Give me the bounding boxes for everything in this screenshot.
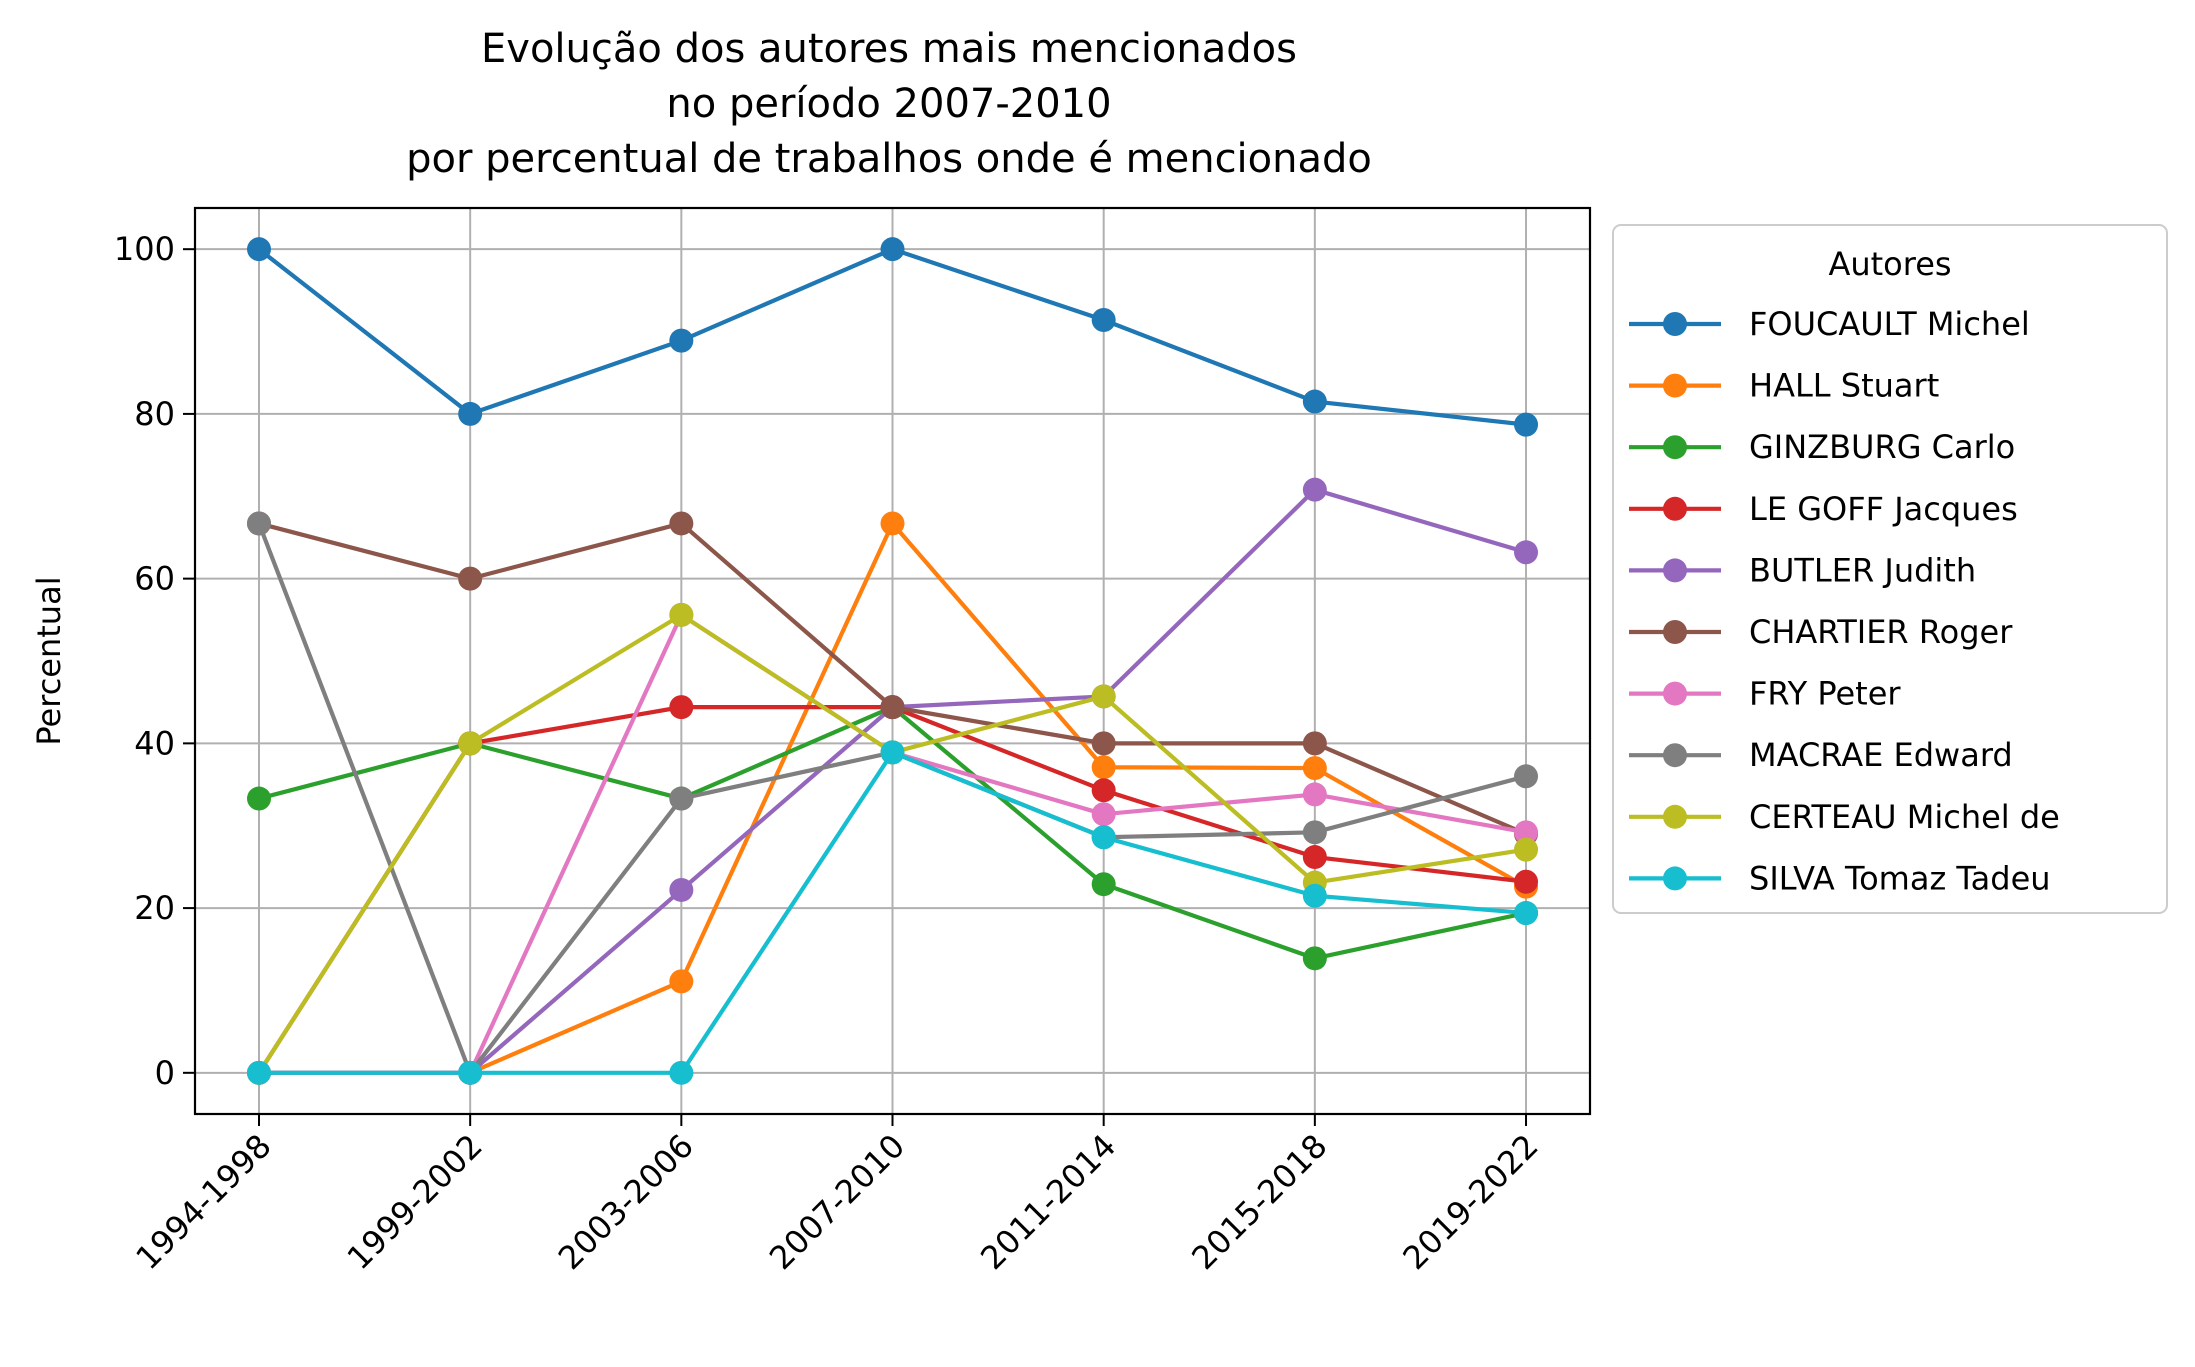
legend-label: LE GOFF Jacques: [1749, 490, 2018, 528]
data-point: [880, 695, 905, 720]
legend-label: CERTEAU Michel de: [1749, 798, 2060, 836]
legend-label: GINZBURG Carlo: [1749, 428, 2015, 466]
legend-title: Autores: [1828, 245, 1951, 283]
chart-title: Evolução dos autores mais mencionados no…: [406, 26, 1372, 182]
data-point: [1514, 837, 1539, 862]
legend-label: FOUCAULT Michel: [1749, 305, 2030, 343]
data-point: [1514, 901, 1539, 926]
data-point: [1514, 412, 1539, 437]
data-point: [669, 877, 694, 902]
legend-swatch-marker: [1663, 312, 1687, 336]
legend-label: BUTLER Judith: [1749, 551, 1976, 589]
legend: Autores FOUCAULT Michel HALL Stuart GINZBUR…: [1612, 224, 2168, 914]
y-axis-label: Percentual: [30, 576, 68, 745]
legend-label: MACRAE Edward: [1749, 736, 2013, 774]
legend-swatch-marker: [1663, 620, 1687, 644]
data-point: [458, 1060, 483, 1085]
data-point: [247, 237, 271, 262]
data-point: [1302, 946, 1327, 971]
data-point: [1091, 308, 1116, 333]
legend-label: FRY Peter: [1749, 675, 1901, 713]
data-point: [1091, 825, 1116, 850]
legend-swatch-marker: [1663, 866, 1687, 891]
data-point: [1302, 782, 1327, 807]
y-tick-label: 20: [134, 889, 175, 927]
legend-label: SILVA Tomaz Tadeu: [1749, 859, 2051, 897]
chart-title-line-1: Evolução dos autores mais mencionados: [481, 26, 1297, 72]
data-point: [1091, 731, 1116, 756]
legend-swatch-marker: [1663, 435, 1687, 460]
series-lines: [247, 237, 1539, 1085]
data-point: [458, 731, 483, 756]
data-point: [1514, 820, 1539, 845]
chart-title-line-3: por percentual de trabalhos onde é menci…: [406, 136, 1372, 182]
data-point: [1302, 820, 1327, 845]
data-point: [669, 695, 694, 720]
data-point: [247, 511, 271, 536]
data-point: [1514, 540, 1539, 565]
legend-label: HALL Stuart: [1749, 367, 1939, 405]
data-point: [880, 740, 905, 765]
legend-box: [1612, 224, 2168, 914]
data-point: [669, 328, 694, 353]
data-point: [1091, 684, 1116, 709]
data-point: [247, 1060, 271, 1085]
y-tick-label: 0: [155, 1054, 175, 1092]
data-point: [1302, 845, 1327, 870]
data-point: [1302, 756, 1327, 781]
data-point: [669, 969, 694, 994]
data-point: [669, 602, 694, 627]
legend-swatch-marker: [1663, 558, 1687, 583]
legend-swatch-marker: [1663, 681, 1687, 706]
data-point: [1302, 477, 1327, 502]
data-point: [669, 1060, 694, 1085]
data-point: [669, 786, 694, 811]
data-point: [1091, 802, 1116, 827]
data-point: [669, 511, 694, 536]
y-tick-label: 80: [134, 395, 175, 433]
y-tick-label: 40: [134, 724, 175, 762]
y-tick-label: 60: [134, 560, 175, 598]
legend-label: CHARTIER Roger: [1749, 613, 2013, 651]
y-tick-label: 100: [114, 230, 175, 268]
data-point: [247, 786, 271, 811]
legend-swatch-marker: [1663, 743, 1687, 768]
data-point: [1302, 883, 1327, 908]
data-point: [1302, 389, 1327, 414]
data-point: [880, 511, 905, 536]
data-point: [1514, 869, 1539, 894]
data-point: [1514, 764, 1539, 789]
data-point: [458, 566, 483, 591]
data-point: [1091, 755, 1116, 780]
data-point: [880, 237, 905, 262]
data-point: [1091, 872, 1116, 897]
chart-title-line-2: no período 2007-2010: [666, 81, 1111, 127]
legend-swatch-marker: [1663, 496, 1687, 521]
data-point: [458, 401, 483, 426]
legend-swatch-marker: [1663, 804, 1687, 829]
legend-swatch-marker: [1663, 373, 1687, 398]
data-point: [1091, 778, 1116, 803]
data-point: [1302, 731, 1327, 756]
